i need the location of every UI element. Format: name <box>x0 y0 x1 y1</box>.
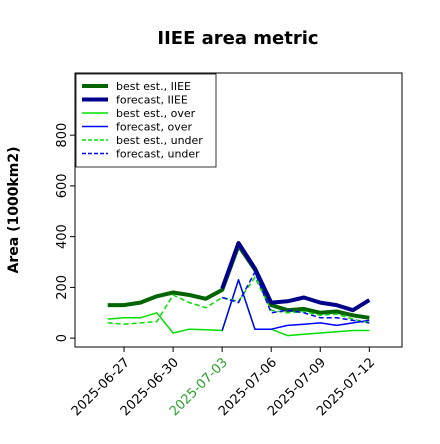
chart-title: IIEE area metric <box>157 28 318 49</box>
legend-label: forecast, IIEE <box>116 94 188 107</box>
y-tick-label: 800 <box>55 123 70 148</box>
legend-box <box>75 73 217 168</box>
legend-label: best est., under <box>116 134 203 147</box>
series-line <box>221 279 370 331</box>
series-line <box>220 241 371 313</box>
plot-frame <box>74 72 403 348</box>
y-tick-label: 0 <box>55 334 70 342</box>
y-axis-label: Area (1000km2) <box>6 147 22 274</box>
y-tick-label: 600 <box>55 173 70 198</box>
series-line <box>221 271 370 324</box>
legend-label: forecast, under <box>116 148 200 161</box>
series-line <box>107 276 370 325</box>
y-tick-label: 200 <box>55 275 70 300</box>
y-tick-label: 400 <box>55 224 70 249</box>
legend-label: best est., over <box>116 107 196 120</box>
legend-label: forecast, over <box>116 121 192 134</box>
legend-label: best est., IIEE <box>116 80 191 93</box>
series-line <box>107 279 370 337</box>
